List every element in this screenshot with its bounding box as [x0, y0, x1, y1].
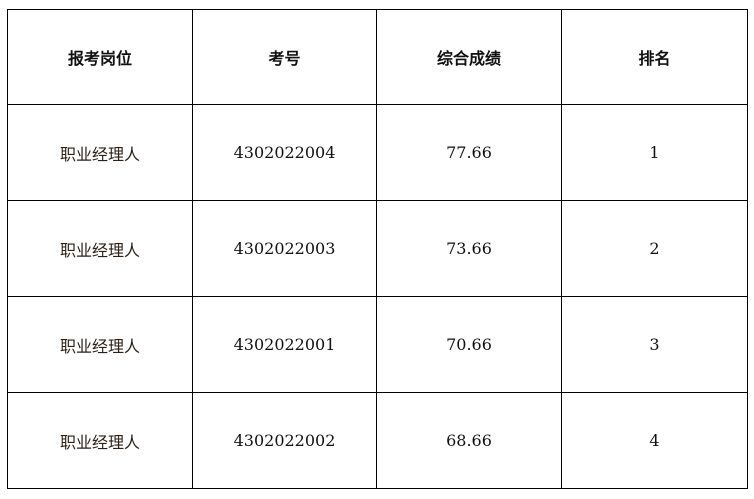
- header-rank: 排名: [561, 9, 748, 105]
- cell-total-score: 73.66: [376, 200, 562, 297]
- cell-position: 职业经理人: [7, 296, 193, 393]
- cell-exam-number: 4302022002: [192, 392, 377, 489]
- table-row: 职业经理人 4302022004 77.66 1: [7, 104, 748, 201]
- cell-rank: 1: [561, 104, 748, 201]
- cell-exam-number: 4302022004: [192, 104, 377, 201]
- table-row: 职业经理人 4302022001 70.66 3: [7, 296, 748, 393]
- cell-exam-number: 4302022003: [192, 200, 377, 297]
- cell-rank: 4: [561, 392, 748, 489]
- header-exam-number: 考号: [192, 9, 377, 105]
- cell-rank: 2: [561, 200, 748, 297]
- cell-position: 职业经理人: [7, 200, 193, 297]
- table-row: 职业经理人 4302022003 73.66 2: [7, 200, 748, 297]
- header-position: 报考岗位: [7, 9, 193, 105]
- cell-total-score: 70.66: [376, 296, 562, 393]
- cell-total-score: 68.66: [376, 392, 562, 489]
- header-total-score: 综合成绩: [376, 9, 562, 105]
- results-table: 报考岗位 考号 综合成绩 排名 职业经理人 4302022004 77.66 1…: [7, 9, 748, 489]
- cell-position: 职业经理人: [7, 392, 193, 489]
- cell-total-score: 77.66: [376, 104, 562, 201]
- header-row: 报考岗位 考号 综合成绩 排名: [7, 9, 748, 105]
- cell-exam-number: 4302022001: [192, 296, 377, 393]
- cell-rank: 3: [561, 296, 748, 393]
- cell-position: 职业经理人: [7, 104, 193, 201]
- table-row: 职业经理人 4302022002 68.66 4: [7, 392, 748, 489]
